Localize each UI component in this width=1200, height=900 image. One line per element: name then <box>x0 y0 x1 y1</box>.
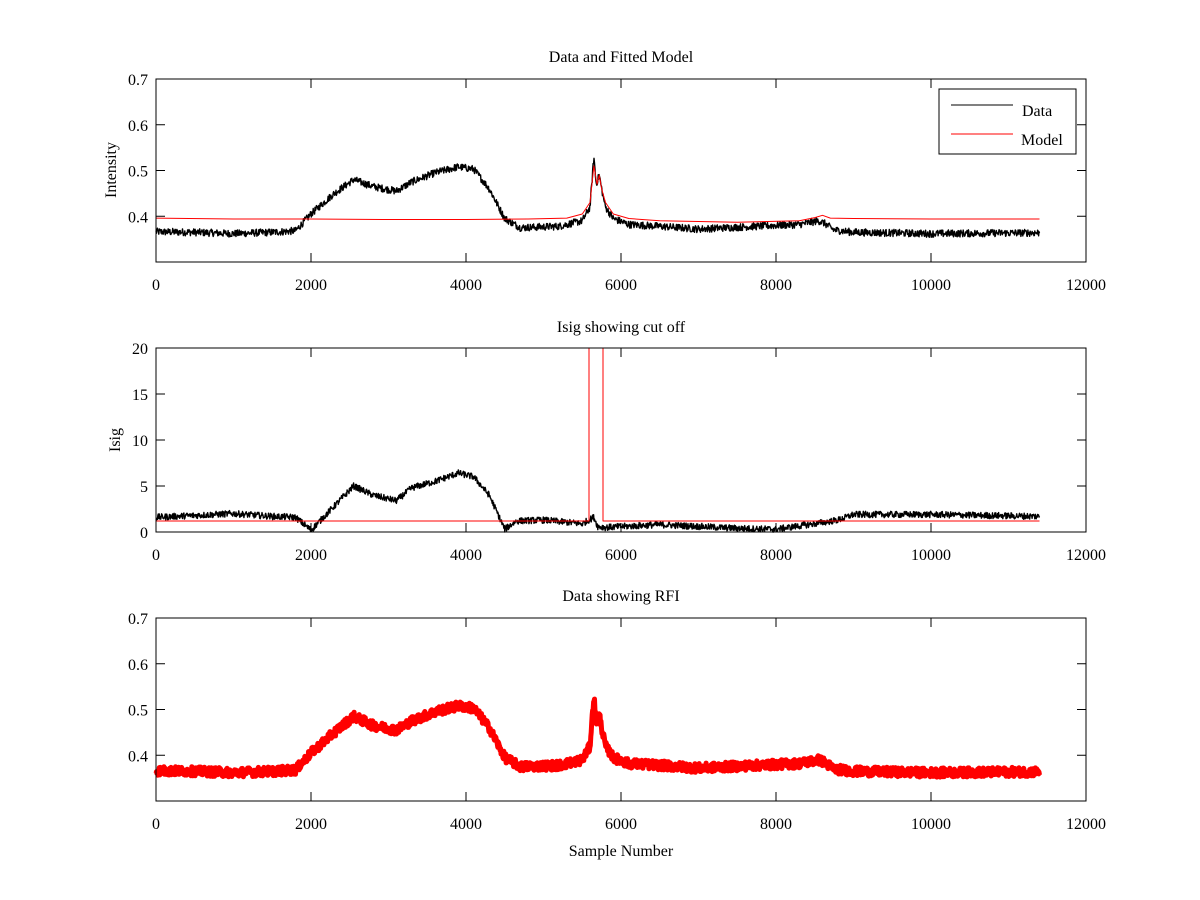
legend-label-model: Model <box>1021 132 1063 149</box>
y-tick-label: 0 <box>140 525 148 542</box>
y-tick-label: 0.5 <box>128 703 148 720</box>
series-line-cut-off <box>156 347 1040 522</box>
ticks-layer: 0 2000 4000 6000 8000 10000 12000 0.4 0.5 0.6 0.7 <box>128 72 1106 294</box>
panel-data-showing-rfi: Data showing RFI 0 2000 4000 6000 8000 10000 1… <box>128 588 1106 860</box>
x-tick-label: 6000 <box>605 547 637 564</box>
y-tick-label: 0.7 <box>128 611 148 628</box>
series-line-isig <box>155 469 1041 533</box>
series-line-data <box>155 157 1041 238</box>
panel-title: Data showing RFI <box>562 588 679 605</box>
y-tick-label: 0.7 <box>128 72 148 89</box>
x-axis-label: Sample Number <box>569 843 674 860</box>
x-tick-label: 2000 <box>295 547 327 564</box>
ticks-layer: 0 2000 4000 6000 8000 10000 12000 0 5 10 15 20 <box>132 341 1106 564</box>
y-tick-label: 15 <box>132 387 148 404</box>
x-tick-label: 6000 <box>605 816 637 833</box>
x-tick-label: 8000 <box>760 547 792 564</box>
x-tick-label: 10000 <box>911 547 951 564</box>
y-axis-label: Intensity <box>103 142 120 198</box>
y-tick-label: 0.4 <box>128 209 148 226</box>
series-line-rfi <box>153 696 1042 780</box>
legend-box <box>938 88 1077 155</box>
panel-title: Isig showing cut off <box>557 319 686 336</box>
y-axis-label: Isig <box>107 428 124 452</box>
x-tick-label: 10000 <box>911 816 951 833</box>
x-tick-label: 12000 <box>1066 277 1106 294</box>
y-tick-label: 0.5 <box>128 164 148 181</box>
ticks-layer: 0 2000 4000 6000 8000 10000 12000 0.4 0.5 0.6 0.7 <box>128 611 1106 833</box>
series-layer <box>153 696 1042 780</box>
x-tick-label: 8000 <box>760 816 792 833</box>
legend: Data Model <box>938 88 1077 155</box>
y-tick-label: 20 <box>132 341 148 358</box>
x-tick-label: 6000 <box>605 277 637 294</box>
y-tick-label: 0.4 <box>128 748 148 765</box>
x-tick-label: 0 <box>152 547 160 564</box>
x-tick-label: 4000 <box>450 547 482 564</box>
x-tick-label: 0 <box>152 816 160 833</box>
x-tick-label: 8000 <box>760 277 792 294</box>
x-tick-label: 2000 <box>295 816 327 833</box>
panel-title: Data and Fitted Model <box>549 49 694 66</box>
series-layer <box>155 347 1041 533</box>
x-tick-label: 12000 <box>1066 547 1106 564</box>
y-tick-label: 0.6 <box>128 118 148 135</box>
axes-frame <box>155 617 1087 802</box>
x-tick-label: 2000 <box>295 277 327 294</box>
y-tick-label: 0.6 <box>128 657 148 674</box>
axes-frame <box>155 347 1087 533</box>
x-tick-label: 0 <box>152 277 160 294</box>
panel-isig-showing-cut-off: Isig showing cut off Isig 0 2000 4000 6000 8… <box>107 319 1106 564</box>
series-line-model <box>155 165 1040 223</box>
y-tick-label: 10 <box>132 433 148 450</box>
legend-label-data: Data <box>1022 103 1052 120</box>
x-tick-label: 4000 <box>450 816 482 833</box>
panel-data-and-fitted-model: Data and Fitted Model Intensity 0 2000 400… <box>103 49 1106 294</box>
axes-frame <box>155 78 1087 263</box>
y-tick-label: 5 <box>140 479 148 496</box>
x-tick-label: 4000 <box>450 277 482 294</box>
x-tick-label: 10000 <box>911 277 951 294</box>
x-tick-label: 12000 <box>1066 816 1106 833</box>
series-layer <box>155 157 1041 238</box>
